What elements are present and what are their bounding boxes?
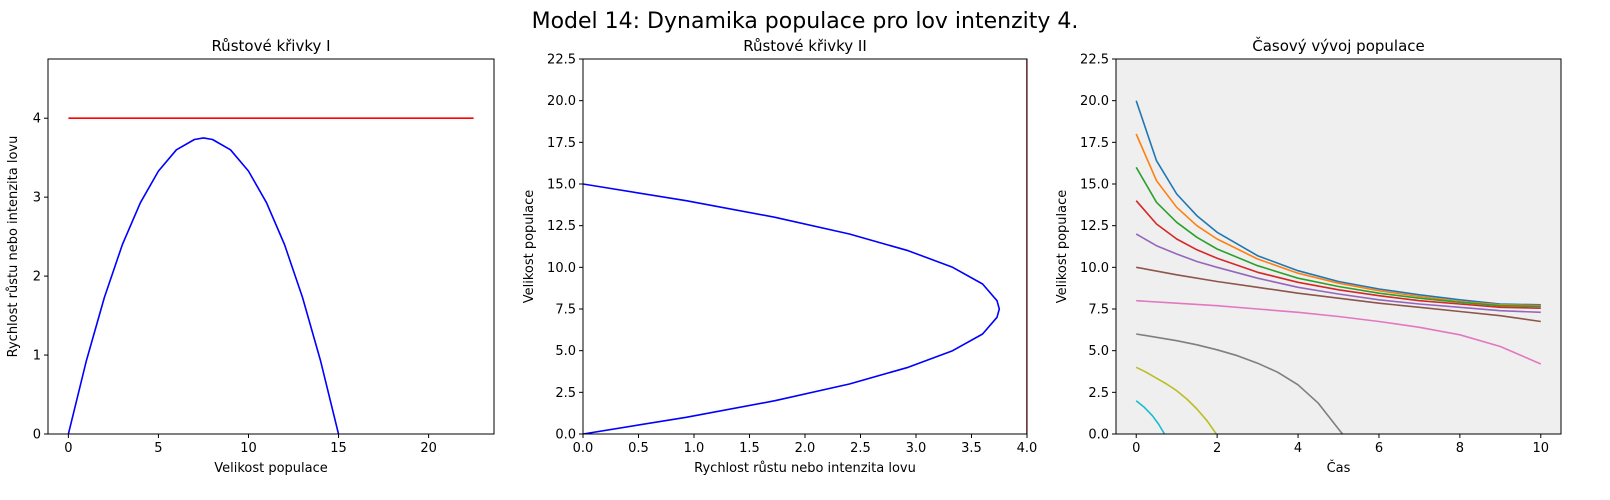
y-axis-label: Velikost populace [1055,190,1070,304]
trajectory-line-8 [1136,333,1344,434]
x-tick-label: 2.5 [850,441,871,456]
x-tick-label: 4 [1294,441,1302,456]
y-axis-label: Rychlost růstu nebo intenzita lovu [6,136,21,358]
plot-area [48,59,494,434]
x-axis-label: Velikost populace [214,461,328,476]
y-tick-label: 2 [33,270,41,285]
x-tick-label: 3.0 [906,441,927,456]
y-tick-label: 10.0 [1080,261,1109,276]
series-group [67,117,474,434]
y-tick-label: 20.0 [547,94,576,109]
x-tick-label: 1.0 [684,441,705,456]
y-tick-label: 15.0 [1080,178,1109,193]
axes-frame [47,58,495,435]
trajectory-line-5 [1135,233,1541,314]
series-group [583,59,1027,434]
y-tick-label: 1 [33,349,41,364]
x-tick-label: 1.5 [739,441,760,456]
x-tick-label: 20 [420,441,437,456]
y-tick-label: 17.5 [547,136,576,151]
x-tick-label: 8 [1456,441,1464,456]
x-tick-label: 0 [1132,441,1140,456]
y-tick-label: 3 [33,191,41,206]
x-tick-label: 3.5 [961,441,982,456]
y-tick-label: 10.0 [547,261,576,276]
y-tick-label: 2.5 [555,386,576,401]
panel-population-time-evolution: 0 2 4 6 8 10 0.0 2.5 5.0 7.5 10.0 12.5 15.0 17.5 20.0 2… [1055,36,1562,476]
y-tick-label: 4 [33,112,41,127]
y-tick-label: 12.5 [1080,219,1109,234]
plot-area [1116,59,1561,434]
trajectory-line-1 [1135,100,1541,306]
panel-growth-curves-1: 0 5 10 15 20 0 1 2 3 4 Růstové křivky I Velikost po… [6,37,495,476]
y-tick-label: 17.5 [1080,136,1109,151]
y-tick-label: 5.0 [1088,344,1109,359]
x-tick-label: 2.0 [795,441,816,456]
x-tick-label: 4.0 [1017,441,1038,456]
x-tick-label: 0.5 [628,441,649,456]
trajectory-line-7 [1136,299,1542,365]
y-tick-label: 7.5 [555,303,576,318]
trajectory-line-4 [1135,200,1541,309]
x-tick-label: 5 [154,441,162,456]
trajectory-line-10 [1135,400,1166,434]
figure-title: Model 14: Dynamika populace pro lov inte… [532,9,1079,34]
y-tick-label: 7.5 [1088,303,1109,318]
panel-title: Růstové křivky I [211,37,330,55]
y-tick-label: 0.0 [1088,428,1109,443]
axes-frame [1115,58,1562,435]
y-tick-label: 15.0 [547,178,576,193]
y-axis-label: Velikost populace [522,190,537,304]
trajectory-line-3 [1135,166,1541,308]
y-tick-label: 20.0 [1080,94,1109,109]
panel-growth-curves-2: 0.0 0.5 1.0 1.5 2.0 2.5 3.0 3.5 4.0 0.0 2.5 5.0 7.5 1… [522,37,1037,476]
plot-area [583,59,1027,434]
y-tick-label: 0 [33,428,41,443]
panel-title: Časový vývoj populace [1252,36,1425,55]
x-axis-label: Čas [1327,460,1351,476]
trajectory-line-9 [1135,366,1217,434]
x-tick-label: 2 [1213,441,1221,456]
series-group [1135,100,1542,434]
y-tick-label: 22.5 [547,53,576,68]
x-tick-label: 0.0 [573,441,594,456]
x-axis-label: Rychlost růstu nebo intenzita lovu [694,461,916,476]
x-tick-label: 10 [240,441,257,456]
y-tick-label: 22.5 [1080,53,1109,68]
growth-curve [67,137,340,434]
x-tick-label: 15 [330,441,347,456]
y-tick-label: 2.5 [1088,386,1109,401]
y-tick-label: 12.5 [547,219,576,234]
y-tick-label: 5.0 [555,344,576,359]
growth-curve [583,183,1001,434]
trajectory-line-6 [1136,266,1541,323]
panel-title: Růstové křivky II [743,37,867,55]
x-tick-label: 10 [1532,441,1549,456]
x-tick-label: 6 [1375,441,1383,456]
y-tick-label: 0.0 [555,428,576,443]
x-tick-label: 0 [64,441,72,456]
